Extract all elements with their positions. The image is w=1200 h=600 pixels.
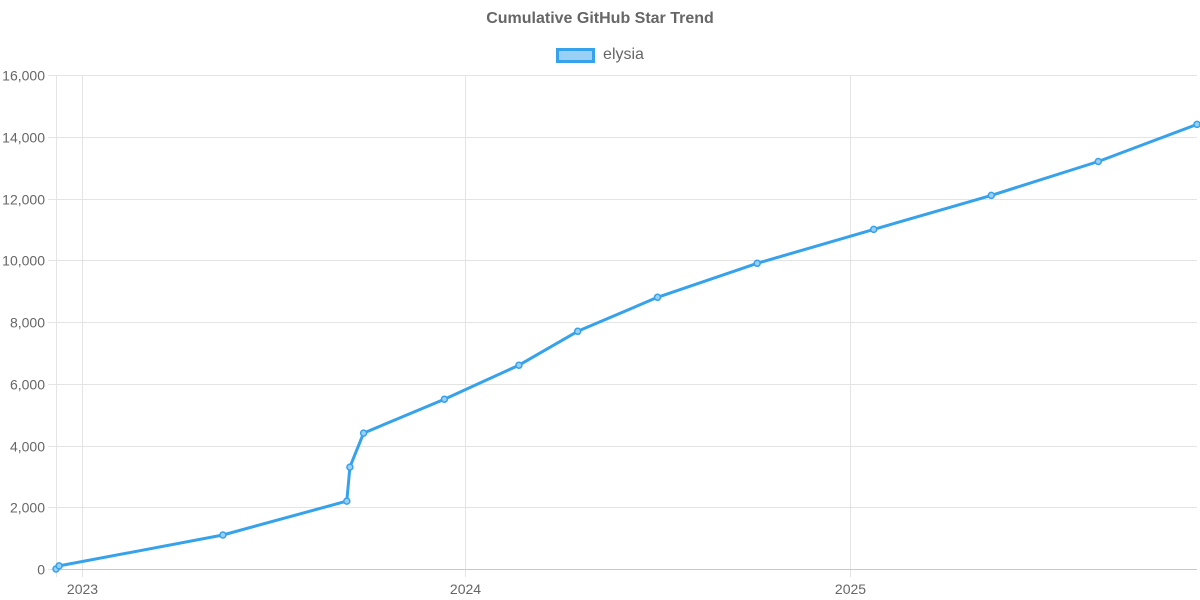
data-point[interactable] [1193, 120, 1200, 129]
legend-label-elysia[interactable]: elysia [603, 46, 644, 63]
data-point[interactable] [219, 531, 227, 539]
x-tick-label: 2023 [67, 581, 98, 597]
y-tick-label: 0 [37, 562, 45, 578]
data-point[interactable] [515, 361, 523, 369]
data-point[interactable] [343, 497, 351, 505]
data-point[interactable] [55, 562, 63, 570]
y-tick-label: 16,000 [2, 68, 45, 84]
data-point[interactable] [753, 259, 761, 268]
legend-swatch-elysia[interactable] [556, 47, 596, 63]
series-line [54, 122, 1199, 571]
data-point[interactable] [987, 191, 996, 200]
legend: elysia [0, 46, 1200, 64]
y-tick-label: 6,000 [10, 377, 45, 393]
series-elysia [52, 120, 1200, 573]
data-point[interactable] [359, 429, 368, 437]
data-point[interactable] [1094, 157, 1103, 166]
y-tick-label: 2,000 [10, 500, 45, 516]
data-point[interactable] [653, 293, 662, 302]
data-point[interactable] [869, 225, 878, 234]
data-point[interactable] [573, 327, 582, 336]
data-point[interactable] [440, 395, 449, 403]
data-point[interactable] [346, 463, 354, 471]
y-tick-label: 10,000 [2, 253, 45, 269]
y-tick-label: 8,000 [10, 315, 45, 331]
grid [48, 75, 1197, 577]
axes: 0 2,000 4,000 6,000 8,000 10,000 12,000 14,000 1… [2, 68, 1197, 597]
y-tick-label: 12,000 [2, 192, 45, 208]
y-tick-label: 4,000 [10, 439, 45, 455]
x-tick-label: 2024 [450, 581, 481, 597]
x-tick-label: 2025 [835, 581, 866, 597]
y-tick-label: 14,000 [2, 130, 45, 146]
chart-title: Cumulative GitHub Star Trend [486, 10, 714, 27]
